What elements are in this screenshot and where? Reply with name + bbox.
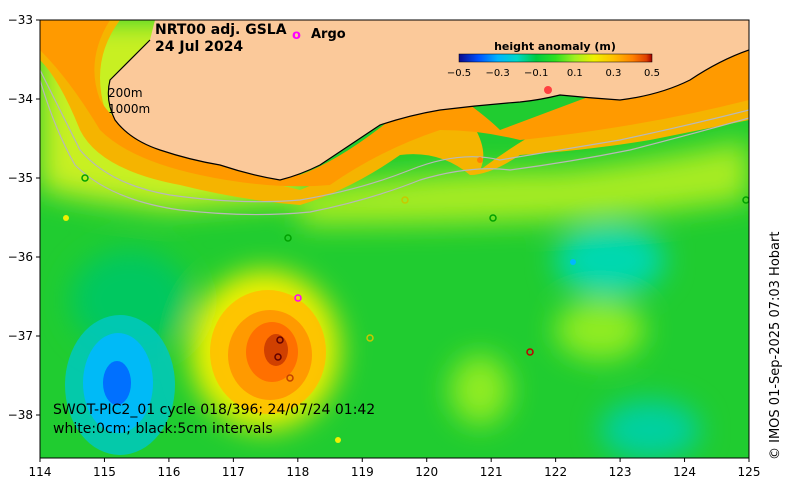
lon-label: 124 (673, 465, 696, 479)
contour-interval-label: white:0cm; black:5cm intervals (53, 421, 273, 437)
colorbar (458, 53, 653, 63)
plot-frame (39, 19, 750, 459)
lat-label: −35 (8, 171, 33, 185)
lon-label: 122 (544, 465, 567, 479)
argo-float[interactable] (742, 196, 749, 204)
latitude-axis: −33 −34 −35 −36 −37 −38 (8, 13, 40, 422)
lat-label: −38 (8, 408, 33, 422)
colorbar-title: height anomaly (m) (494, 40, 616, 53)
argo-legend-label: Argo (311, 27, 346, 42)
colorbar-ticks: −0.5 −0.3 −0.1 0.1 0.3 0.5 (447, 68, 660, 79)
argo-legend-icon: o (292, 28, 301, 43)
lon-label: 118 (286, 465, 309, 479)
lat-label: −33 (8, 13, 33, 27)
map-date: 24 Jul 2024 (155, 39, 243, 55)
anomaly-field (40, 20, 749, 458)
argo-float[interactable] (544, 86, 552, 94)
lon-label: 117 (222, 465, 245, 479)
argo-float[interactable] (526, 348, 534, 356)
colorbar-tick-label: 0.5 (644, 68, 660, 79)
lon-label: 119 (351, 465, 374, 479)
contour-1000m (40, 79, 749, 216)
colorbar-tick-label: −0.5 (447, 68, 471, 79)
lat-label: −36 (8, 250, 33, 264)
colorbar-tick-label: −0.3 (485, 68, 509, 79)
colorbar-tick-label: 0.3 (605, 68, 621, 79)
contour-label-1000m: 1000m (108, 102, 150, 116)
lat-label: −34 (8, 92, 33, 106)
map-title: NRT00 adj. GSLA (155, 22, 287, 38)
colorbar-tick-label: −0.1 (524, 68, 548, 79)
lon-label: 121 (480, 465, 503, 479)
argo-float[interactable] (274, 353, 282, 361)
longitude-axis: 114 115 116 117 118 119 120 121 122 123 124 125 (29, 458, 761, 479)
argo-float[interactable] (294, 294, 302, 302)
argo-float[interactable] (63, 215, 69, 221)
argo-float[interactable] (366, 334, 374, 342)
lon-label: 115 (93, 465, 116, 479)
argo-float[interactable] (335, 437, 341, 443)
argo-float[interactable] (477, 157, 483, 163)
lon-label: 123 (609, 465, 632, 479)
argo-float[interactable] (570, 259, 576, 265)
argo-float[interactable] (81, 174, 89, 182)
argo-float[interactable] (286, 374, 294, 382)
colorbar-tick-label: 0.1 (567, 68, 583, 79)
coastline (107, 39, 749, 181)
lon-label: 125 (738, 465, 761, 479)
argo-float[interactable] (401, 196, 409, 204)
credit-label: © IMOS 01-Sep-2025 07:03 Hobart (768, 231, 783, 460)
lon-label: 120 (415, 465, 438, 479)
contour-label-200m: 200m (108, 86, 143, 100)
contour-200m (40, 69, 749, 203)
lon-label: 114 (29, 465, 52, 479)
lon-label: 116 (157, 465, 180, 479)
argo-float[interactable] (489, 214, 497, 222)
argo-float[interactable] (284, 234, 292, 242)
argo-float[interactable] (276, 336, 284, 344)
lat-label: −37 (8, 329, 33, 343)
satellite-pass-label: SWOT-PIC2_01 cycle 018/396; 24/07/24 01:… (53, 402, 375, 418)
